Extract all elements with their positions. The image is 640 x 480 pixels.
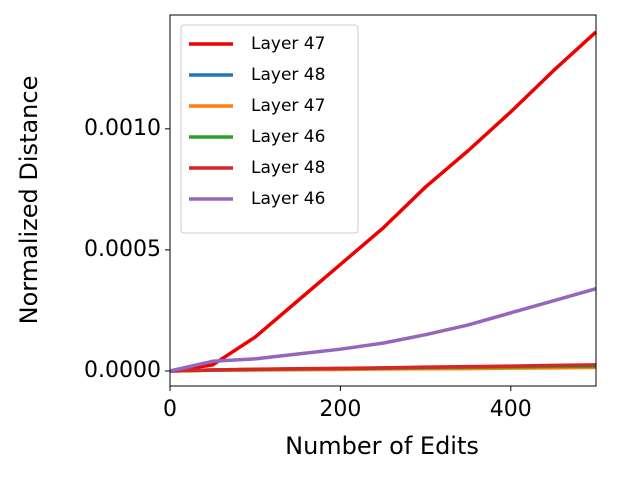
x-tick-label: 0 [163,397,177,422]
legend-label: Layer 47 [251,34,325,54]
y-tick-label: 0.0005 [84,237,161,262]
series-line [169,30,598,373]
legend-box [180,24,359,234]
series-line [169,363,597,373]
legend-label: Layer 47 [251,96,325,116]
legend-label: Layer 46 [251,127,325,147]
legend-label: Layer 48 [251,158,325,178]
legend-label: Layer 46 [251,189,325,209]
x-tick-label: 200 [319,397,361,422]
legend-label: Layer 48 [251,65,325,85]
x-tick-label: 400 [490,397,532,422]
x-axis-label: Number of Edits [285,432,479,460]
series-line [169,286,597,373]
y-tick-label: 0.0010 [84,116,161,141]
plot-frame [169,14,597,387]
y-tick-label: 0.0000 [84,358,161,383]
y-axis-label: Normalized Distance [15,76,43,325]
